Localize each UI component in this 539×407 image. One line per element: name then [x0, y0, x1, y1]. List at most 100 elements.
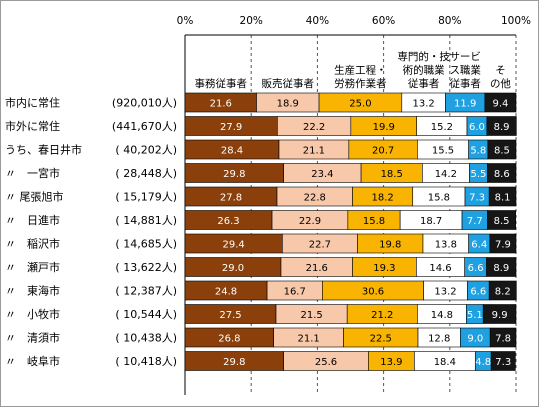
bar-segment: [486, 257, 517, 277]
data-label: 12.8: [428, 333, 450, 344]
data-label: 13.2: [413, 98, 435, 109]
data-label: 22.9: [299, 216, 321, 227]
category-name-label: 〃 岐阜市: [5, 354, 60, 368]
data-label: 15.2: [431, 122, 453, 133]
bar-segment: [487, 163, 517, 183]
data-label: 20.7: [372, 145, 394, 156]
data-label: 19.8: [379, 239, 401, 250]
category-name-label: 〃 尾張旭市: [5, 190, 64, 204]
category-name-label: 〃 稲沢市: [5, 237, 60, 251]
bar-segment: [487, 139, 517, 160]
x-tick-label: 80%: [438, 15, 461, 27]
category-name-label: 〃 小牧市: [5, 307, 60, 321]
data-label: 8.2: [495, 286, 511, 297]
data-label: 29.8: [223, 169, 245, 180]
data-label: 22.5: [370, 333, 392, 344]
data-label: 27.9: [220, 122, 242, 133]
data-label: 15.8: [363, 216, 385, 227]
category-count-label: ( 13,622人): [115, 261, 177, 274]
data-label: 7.9: [495, 239, 511, 250]
data-label: 7.3: [495, 357, 511, 368]
data-label: 8.5: [494, 145, 510, 156]
bar-segment: [484, 92, 517, 113]
data-label: 18.5: [381, 169, 403, 180]
series-header-label: サービ: [449, 51, 481, 63]
bar-segment: [482, 304, 517, 324]
bar-segment: [489, 327, 517, 348]
data-label: 14.8: [431, 310, 453, 321]
bar-segment: [486, 116, 517, 136]
data-label: 14.2: [435, 169, 457, 180]
data-label: 7.8: [495, 333, 511, 344]
series-header-label: 従事者: [449, 77, 481, 90]
data-label: 18.4: [434, 357, 456, 368]
bar-segment: [488, 280, 517, 301]
category-name-label: 〃 一宮市: [5, 166, 60, 180]
category-count-label: ( 14,685人): [115, 238, 177, 251]
data-label: 27.5: [219, 310, 241, 321]
category-count-label: ( 10,544人): [115, 308, 177, 321]
data-label: 19.3: [373, 263, 395, 274]
data-label: 7.7: [467, 216, 483, 227]
data-label: 21.5: [300, 310, 322, 321]
data-label: 15.5: [432, 145, 454, 156]
data-label: 21.6: [210, 98, 232, 109]
data-label: 18.7: [420, 216, 442, 227]
category-count-label: ( 14,881人): [115, 214, 177, 227]
data-label: 24.8: [215, 286, 237, 297]
x-tick-label: 20%: [240, 15, 263, 27]
data-label: 5.5: [470, 169, 486, 180]
x-tick-label: 40%: [306, 15, 329, 27]
data-label: 8.9: [494, 122, 510, 133]
series-header-label: 労務作業者: [334, 77, 387, 90]
data-label: 30.6: [362, 286, 384, 297]
category-count-label: (441,670人): [112, 120, 177, 133]
series-header-label: 販売従事者: [262, 77, 315, 90]
data-label: 28.4: [221, 145, 243, 156]
data-label: 27.8: [220, 192, 242, 203]
data-label: 25.6: [315, 357, 337, 368]
data-label: 8.5: [494, 216, 510, 227]
data-label: 11.9: [454, 98, 476, 109]
data-label: 26.3: [217, 216, 239, 227]
data-label: 21.2: [371, 310, 393, 321]
category-name-label: うち、春日井市: [5, 143, 82, 157]
bar-segment: [490, 351, 516, 371]
x-tick-label: 0%: [177, 15, 194, 27]
data-label: 5.1: [467, 310, 483, 321]
series-header-label: ス職業: [449, 64, 481, 77]
series-header-label: そ: [495, 65, 506, 77]
data-label: 18.9: [277, 98, 299, 109]
category-count-label: ( 12,387人): [115, 285, 177, 298]
data-label: 6.6: [468, 263, 484, 274]
data-label: 21.1: [303, 145, 325, 156]
data-label: 5.8: [470, 145, 486, 156]
data-label: 25.0: [349, 98, 371, 109]
category-count-label: ( 15,179人): [115, 191, 177, 204]
bar-segment: [487, 210, 516, 230]
data-label: 21.1: [297, 333, 319, 344]
data-label: 8.1: [495, 192, 511, 203]
category-name-label: 市内に常住: [5, 96, 60, 110]
data-label: 22.2: [303, 122, 325, 133]
x-tick-label: 100%: [501, 15, 531, 27]
series-header-label: 事務従事者: [194, 77, 247, 90]
data-label: 18.2: [371, 192, 393, 203]
data-label: 16.7: [284, 286, 306, 297]
data-label: 13.9: [380, 357, 402, 368]
data-label: 9.0: [467, 333, 483, 344]
data-label: 26.8: [218, 333, 240, 344]
category-name-label: 〃 清須市: [5, 331, 60, 345]
series-header-label: 生産工程・: [334, 64, 387, 77]
bar-segment: [488, 186, 517, 207]
x-tick-label: 60%: [372, 15, 395, 27]
category-name-label: 〃 東海市: [5, 284, 60, 298]
category-count-label: ( 28,448人): [115, 167, 177, 180]
data-label: 7.3: [469, 192, 485, 203]
category-count-label: ( 40,202人): [115, 144, 177, 157]
bar-segment: [489, 233, 517, 254]
series-header-label: 専門的・技: [397, 50, 450, 63]
category-count-label: ( 10,438人): [115, 332, 177, 345]
